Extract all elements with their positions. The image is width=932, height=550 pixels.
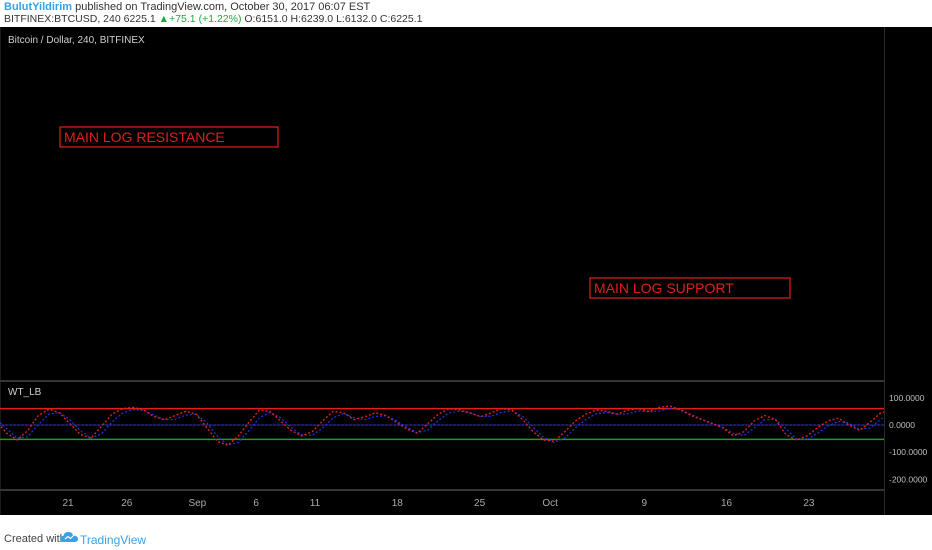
chart-canvas[interactable]: 2126Sep6111825Oct91623NovBitcoin / Dolla… (0, 27, 924, 515)
x-tick-label: Oct (542, 498, 558, 509)
annotation-label: MAIN LOG RESISTANCE (64, 129, 225, 145)
x-tick-label: 26 (121, 498, 133, 509)
chart-area[interactable]: 2126Sep6111825Oct91623NovBitcoin / Dolla… (0, 27, 924, 515)
last-price: 6225.1 (123, 13, 156, 25)
chart-title: Bitcoin / Dollar, 240, BITFINEX (8, 35, 145, 46)
x-tick-label: 21 (62, 498, 74, 509)
tradingview-cloud-icon (60, 531, 78, 546)
symbol-label: BITFINEX:BTCUSD, 240 (4, 13, 121, 25)
annotation-box (59, 126, 279, 148)
x-tick-label: 23 (803, 498, 815, 509)
x-tick-label: 11 (310, 498, 321, 509)
publish-line: BulutYildirim published on TradingView.c… (4, 1, 370, 13)
annotation-label: MAIN LOG SUPPORT (594, 280, 734, 296)
footer: Created with TradingView (0, 527, 932, 550)
x-tick-label: 16 (721, 498, 733, 509)
osc-title: WT_LB (8, 387, 42, 398)
x-tick-label: Sep (188, 498, 206, 509)
close-value: C:6225.1 (379, 13, 423, 25)
osc-y-tick-label: -100.0000 (889, 447, 928, 457)
low-value: L:6132.0 (336, 13, 377, 25)
osc-y-tick-label: 0.0000 (889, 420, 915, 430)
x-tick-label: 6 (253, 498, 259, 509)
price-axis-canvas: 2665.02825.03000.03200.03400.03700.04000… (883, 27, 928, 515)
osc-wt1-line (0, 405, 892, 447)
x-tick-label: 25 (474, 498, 486, 509)
x-tick-label: 9 (641, 498, 647, 509)
up-arrow-icon: ▲ (158, 13, 170, 25)
osc-y-tick-label: 100.0000 (889, 393, 925, 403)
high-value: H:6239.0 (290, 13, 334, 25)
created-with-text: Created with (4, 533, 66, 545)
price-axis[interactable]: 2665.02825.03000.03200.03400.03700.04000… (883, 27, 932, 515)
chart-header: BulutYildirim published on TradingView.c… (0, 0, 932, 26)
osc-y-tick-label: -200.0000 (889, 474, 928, 484)
author-link[interactable]: BulutYildirim (4, 1, 73, 13)
tradingview-brand[interactable]: TradingView (80, 533, 147, 547)
published-text: published on TradingView.com, October 30… (75, 1, 371, 13)
x-tick-label: 18 (392, 498, 404, 509)
annotation-box (589, 277, 791, 299)
price-change: +75.1 (+1.22%) (169, 13, 242, 25)
open-value: O:6151.0 (244, 13, 288, 25)
ohlc-line: BITFINEX:BTCUSD, 240 6225.1 ▲+75.1 (+1.2… (4, 13, 422, 25)
